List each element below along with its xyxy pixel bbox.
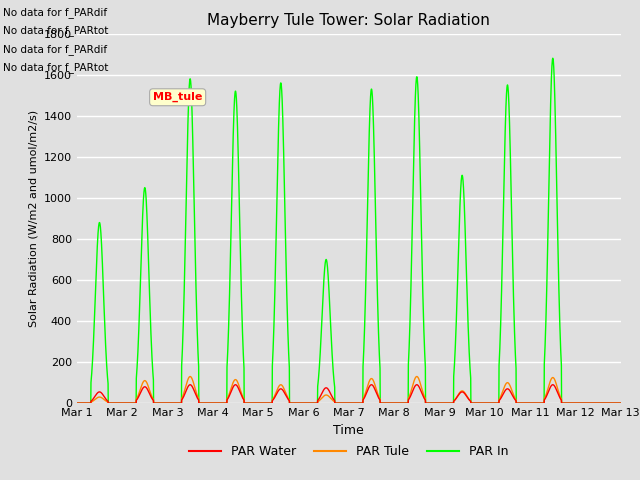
Text: MB_tule: MB_tule: [153, 92, 202, 102]
X-axis label: Time: Time: [333, 424, 364, 437]
Title: Mayberry Tule Tower: Solar Radiation: Mayberry Tule Tower: Solar Radiation: [207, 13, 490, 28]
Y-axis label: Solar Radiation (W/m2 and umol/m2/s): Solar Radiation (W/m2 and umol/m2/s): [28, 110, 38, 327]
Text: No data for f_PARtot: No data for f_PARtot: [3, 62, 109, 73]
Text: No data for f_PARdif: No data for f_PARdif: [3, 7, 108, 18]
Legend: PAR Water, PAR Tule, PAR In: PAR Water, PAR Tule, PAR In: [184, 441, 513, 464]
Text: No data for f_PARdif: No data for f_PARdif: [3, 44, 108, 55]
Text: No data for f_PARtot: No data for f_PARtot: [3, 25, 109, 36]
